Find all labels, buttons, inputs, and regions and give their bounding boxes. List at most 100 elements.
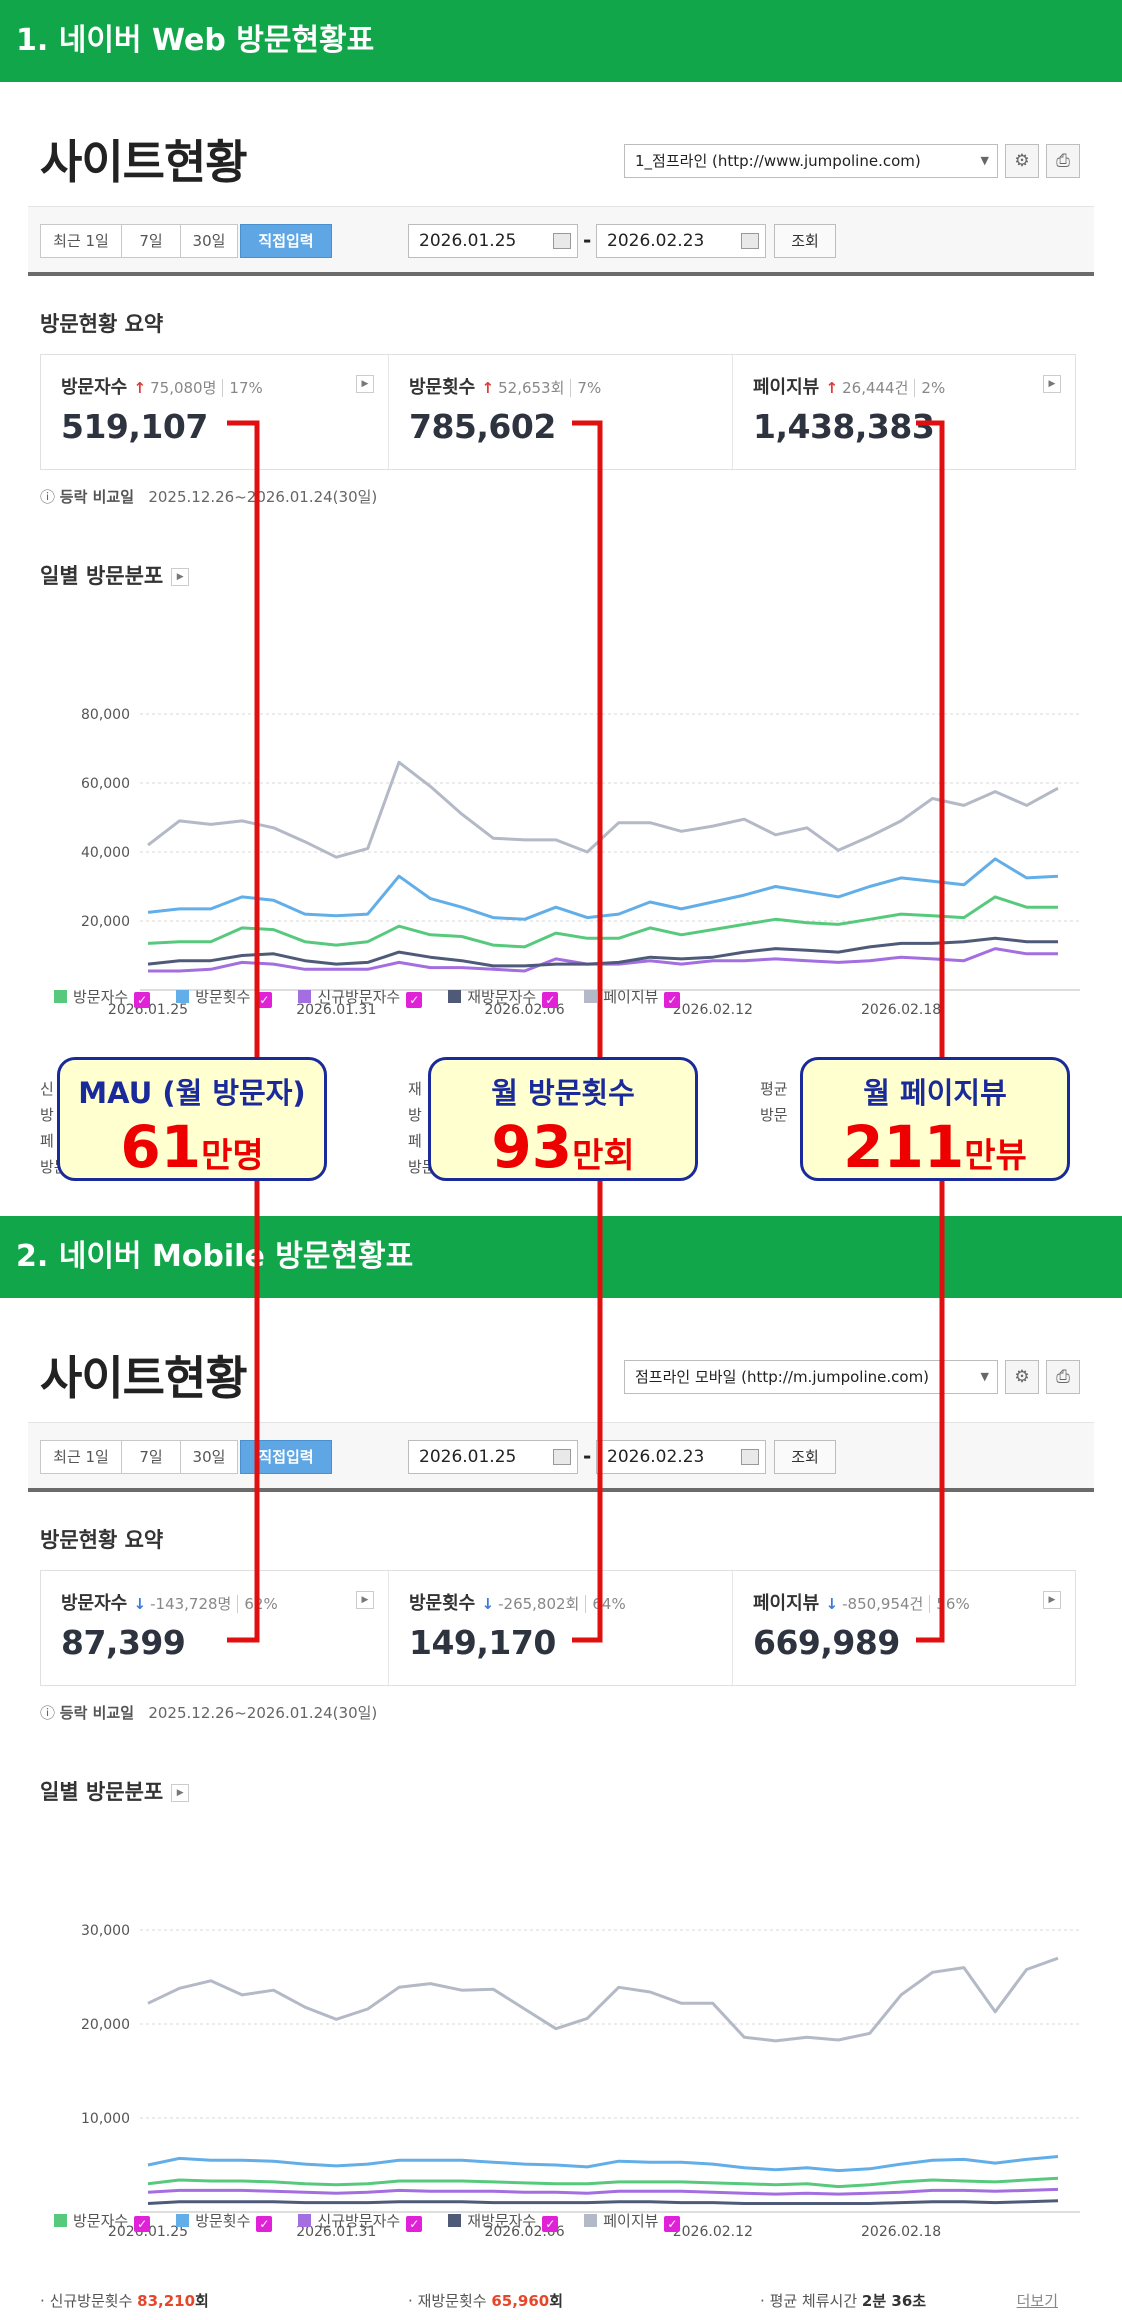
play-arrow-icon[interactable]: ▶ xyxy=(171,1784,190,1802)
legend-item[interactable]: 페이지뷰 ✓ xyxy=(584,986,681,1008)
checkbox-checked-icon[interactable]: ✓ xyxy=(406,992,423,1008)
legend-item[interactable]: 신규방문자수 ✓ xyxy=(298,2210,423,2232)
settings-gear-icon[interactable]: ⚙ xyxy=(1005,144,1039,178)
more-link[interactable]: 더보기 xyxy=(1016,2292,1058,2310)
checkbox-checked-icon[interactable]: ✓ xyxy=(134,2216,151,2232)
play-arrow-icon[interactable]: ▶ xyxy=(356,375,374,393)
mobile-section-banner: 2. 네이버 Mobile 방문현황표 xyxy=(0,1216,1122,1298)
legend-item[interactable]: 방문자수 ✓ xyxy=(54,2210,151,2232)
date-from-input[interactable]: 2026.01.25 xyxy=(408,224,578,258)
summary-heading: 방문현황 요약 xyxy=(40,1528,164,1552)
range-30day-button[interactable]: 30일 xyxy=(180,1440,238,1474)
x-tick-label: 2026.01.31 xyxy=(296,2224,376,2238)
checkbox-checked-icon[interactable]: ✓ xyxy=(664,992,681,1008)
date-to-input[interactable]: 2026.02.23 xyxy=(596,224,766,258)
settings-gear-icon[interactable]: ⚙ xyxy=(1005,1360,1039,1394)
play-arrow-icon[interactable]: ▶ xyxy=(356,1591,374,1609)
search-button[interactable]: 조회 xyxy=(774,1440,836,1474)
page-title: 사이트현황 xyxy=(40,1351,248,1405)
site-select[interactable]: 점프라인 모바일 (http://m.jumpoline.com) ▼ xyxy=(624,1360,998,1394)
stat-row: 페 xyxy=(408,1132,422,1150)
stat-row: 방문당 PV 1.7건 xyxy=(40,1158,148,1176)
series-line-재방문자수 xyxy=(147,936,1058,968)
print-icon[interactable]: ⎙ xyxy=(1046,144,1080,178)
play-arrow-icon[interactable]: ▶ xyxy=(1043,1591,1061,1609)
range-7day-button[interactable]: 7일 xyxy=(121,224,181,258)
legend-swatch xyxy=(298,2214,312,2227)
x-tick-label: 2026.01.25 xyxy=(108,1002,188,1018)
summary-value: 149,170 xyxy=(409,1623,556,1662)
checkbox-checked-icon[interactable]: ✓ xyxy=(256,992,273,1008)
legend-item[interactable]: 방문횟수 ✓ xyxy=(176,986,273,1008)
checkbox-checked-icon[interactable]: ✓ xyxy=(134,992,151,1008)
legend-item[interactable]: 재방문자수 ✓ xyxy=(448,986,559,1008)
summary-label: 방문자수 xyxy=(61,1593,128,1614)
legend-item[interactable]: 방문횟수 ✓ xyxy=(176,2210,273,2232)
return-visits-unit: 회 xyxy=(549,2292,564,2310)
y-tick-label: 40,000 xyxy=(81,845,130,861)
avg-stay-value: 2분 36초 xyxy=(861,2292,927,2310)
date-from-value: 2026.01.25 xyxy=(419,231,517,251)
new-visits-label: 신규방문횟수 xyxy=(49,2292,133,2310)
range-30day-button[interactable]: 30일 xyxy=(180,224,238,258)
calendar-icon[interactable] xyxy=(553,1449,571,1465)
legend-label: 재방문자수 xyxy=(467,2212,537,2230)
stats-row: · 신규방문횟수 83,210회 · 재방문횟수 65,960회 · 평균 체류… xyxy=(40,2290,1076,2316)
site-select[interactable]: 1_점프라인 (http://www.jumpoline.com) ▼ xyxy=(624,144,998,178)
chart-title-text: 일별 방문분포 xyxy=(40,1780,164,1804)
range-7day-button[interactable]: 7일 xyxy=(121,1440,181,1474)
play-arrow-icon[interactable]: ▶ xyxy=(171,568,190,586)
checkbox-checked-icon[interactable]: ✓ xyxy=(664,2216,681,2232)
legend-label: 페이지뷰 xyxy=(603,2212,659,2230)
site-select-value: 점프라인 모바일 (http://m.jumpoline.com) xyxy=(635,1368,930,1386)
legend-item[interactable]: 신규방문자수 ✓ xyxy=(298,986,423,1008)
up-arrow-icon: ↑ xyxy=(481,379,495,397)
range-custom-button[interactable]: 직접입력 xyxy=(240,224,332,258)
summary-value: 669,989 xyxy=(753,1623,900,1662)
checkbox-checked-icon[interactable]: ✓ xyxy=(406,2216,423,2232)
search-button[interactable]: 조회 xyxy=(774,224,836,258)
date-from-input[interactable]: 2026.01.25 xyxy=(408,1440,578,1474)
calendar-icon[interactable] xyxy=(553,233,571,249)
summary-label: 방문횟수 xyxy=(409,1593,476,1614)
legend-swatch xyxy=(448,2214,462,2227)
legend-item[interactable]: 방문자수 ✓ xyxy=(54,986,151,1008)
series-line-페이지뷰 xyxy=(147,1956,1059,2043)
compare-range: ⓘ 등락 비교일 2025.12.26~2026.01.24(30일) xyxy=(40,1702,377,1723)
summary-pct: 64% xyxy=(585,1595,626,1613)
summary-pageviews: 페이지뷰 ↑ 26,444건 2% 1,438,383 ▶ xyxy=(732,355,1075,469)
stat-row: 재 xyxy=(408,1080,422,1098)
range-1day-button[interactable]: 최근 1일 xyxy=(40,224,122,258)
range-custom-button[interactable]: 직접입력 xyxy=(240,1440,332,1474)
legend-item[interactable]: 페이지뷰 ✓ xyxy=(584,2210,681,2232)
bullet: · xyxy=(760,2292,765,2310)
legend-swatch xyxy=(584,2214,598,2227)
compare-range-value: 2025.12.26~2026.01.24(30일) xyxy=(148,488,378,506)
calendar-icon[interactable] xyxy=(741,1449,759,1465)
legend-label: 신규방문자수 xyxy=(317,988,401,1006)
stat-row: 방 xyxy=(408,1106,422,1124)
date-from-value: 2026.01.25 xyxy=(419,1447,517,1467)
checkbox-checked-icon[interactable]: ✓ xyxy=(542,992,559,1008)
checkbox-checked-icon[interactable]: ✓ xyxy=(256,2216,273,2232)
stat-row: 평균 xyxy=(760,1080,788,1098)
summary-pct: 62% xyxy=(237,1595,278,1613)
print-icon[interactable]: ⎙ xyxy=(1046,1360,1080,1394)
page-title: 사이트현황 xyxy=(40,135,248,189)
calendar-icon[interactable] xyxy=(741,233,759,249)
summary-visits: 방문횟수 ↓ -265,802회 64% 149,170 xyxy=(388,1571,732,1685)
x-tick-label: 2026.02.12 xyxy=(673,2224,753,2238)
range-1day-button[interactable]: 최근 1일 xyxy=(40,1440,122,1474)
play-arrow-icon[interactable]: ▶ xyxy=(1043,375,1061,393)
stat-row: 방 xyxy=(40,1106,54,1124)
summary-pct: 2% xyxy=(914,379,946,397)
compare-range-value: 2025.12.26~2026.01.24(30일) xyxy=(148,1704,378,1722)
stat-row: 페 xyxy=(40,1132,54,1150)
summary-heading: 방문현황 요약 xyxy=(40,312,164,336)
summary-value: 785,602 xyxy=(409,407,556,446)
legend-item[interactable]: 재방문자수 ✓ xyxy=(448,2210,559,2232)
legend-swatch xyxy=(176,990,190,1003)
date-to-input[interactable]: 2026.02.23 xyxy=(596,1440,766,1474)
legend-swatch xyxy=(176,2214,190,2227)
checkbox-checked-icon[interactable]: ✓ xyxy=(542,2216,559,2232)
